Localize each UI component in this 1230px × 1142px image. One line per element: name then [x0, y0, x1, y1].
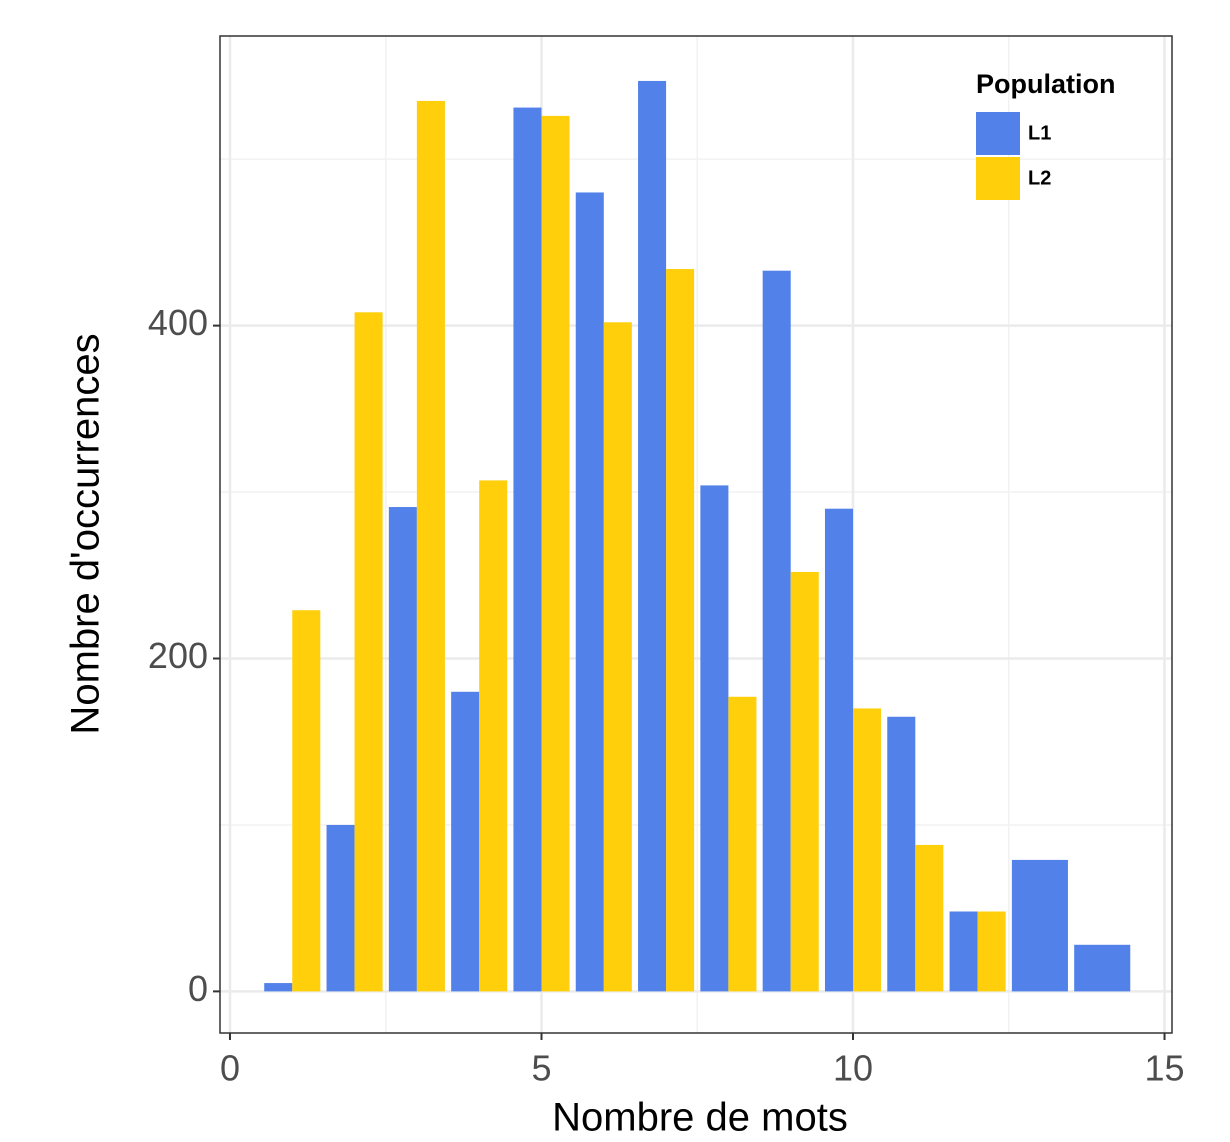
bar: [541, 115, 570, 992]
bar: [479, 480, 508, 992]
bar: [915, 844, 944, 992]
y-axis-title: Nombre d'occurrences: [64, 333, 108, 734]
bar: [292, 610, 321, 992]
bar: [824, 508, 854, 992]
legend: Population L1 L2: [976, 69, 1115, 200]
bar: [1011, 859, 1068, 992]
bar: [513, 107, 542, 992]
bar: [603, 322, 632, 992]
bar: [853, 708, 882, 992]
bar: [1074, 944, 1131, 992]
bar: [666, 269, 695, 992]
bar: [949, 911, 978, 992]
bar: [264, 983, 293, 992]
bar: [354, 312, 383, 992]
bar: [416, 100, 445, 992]
x-tick-label: 5: [531, 1048, 551, 1089]
bar: [575, 192, 604, 992]
x-axis-title: Nombre de mots: [552, 1096, 848, 1140]
bar: [728, 696, 757, 992]
panel-border: [219, 35, 1173, 1034]
bar: [638, 80, 667, 992]
bar: [700, 485, 729, 992]
y-tick-label: 0: [188, 968, 208, 1009]
legend-label: L1: [1028, 122, 1051, 144]
legend-key: [976, 112, 1020, 155]
y-tick-label: 400: [148, 302, 208, 343]
bar: [762, 270, 791, 992]
x-tick-label: 0: [220, 1048, 240, 1089]
bar: [790, 571, 819, 992]
bar: [887, 716, 916, 992]
bar: [326, 824, 355, 992]
x-tick-label: 15: [1145, 1048, 1185, 1089]
bar: [977, 911, 1006, 992]
y-tick-label: 200: [148, 635, 208, 676]
bar: [388, 507, 417, 992]
legend-title: Population: [976, 69, 1115, 99]
legend-key: [976, 157, 1020, 200]
bar: [451, 691, 480, 992]
legend-label: L2: [1028, 167, 1051, 189]
x-tick-label: 10: [833, 1048, 873, 1089]
